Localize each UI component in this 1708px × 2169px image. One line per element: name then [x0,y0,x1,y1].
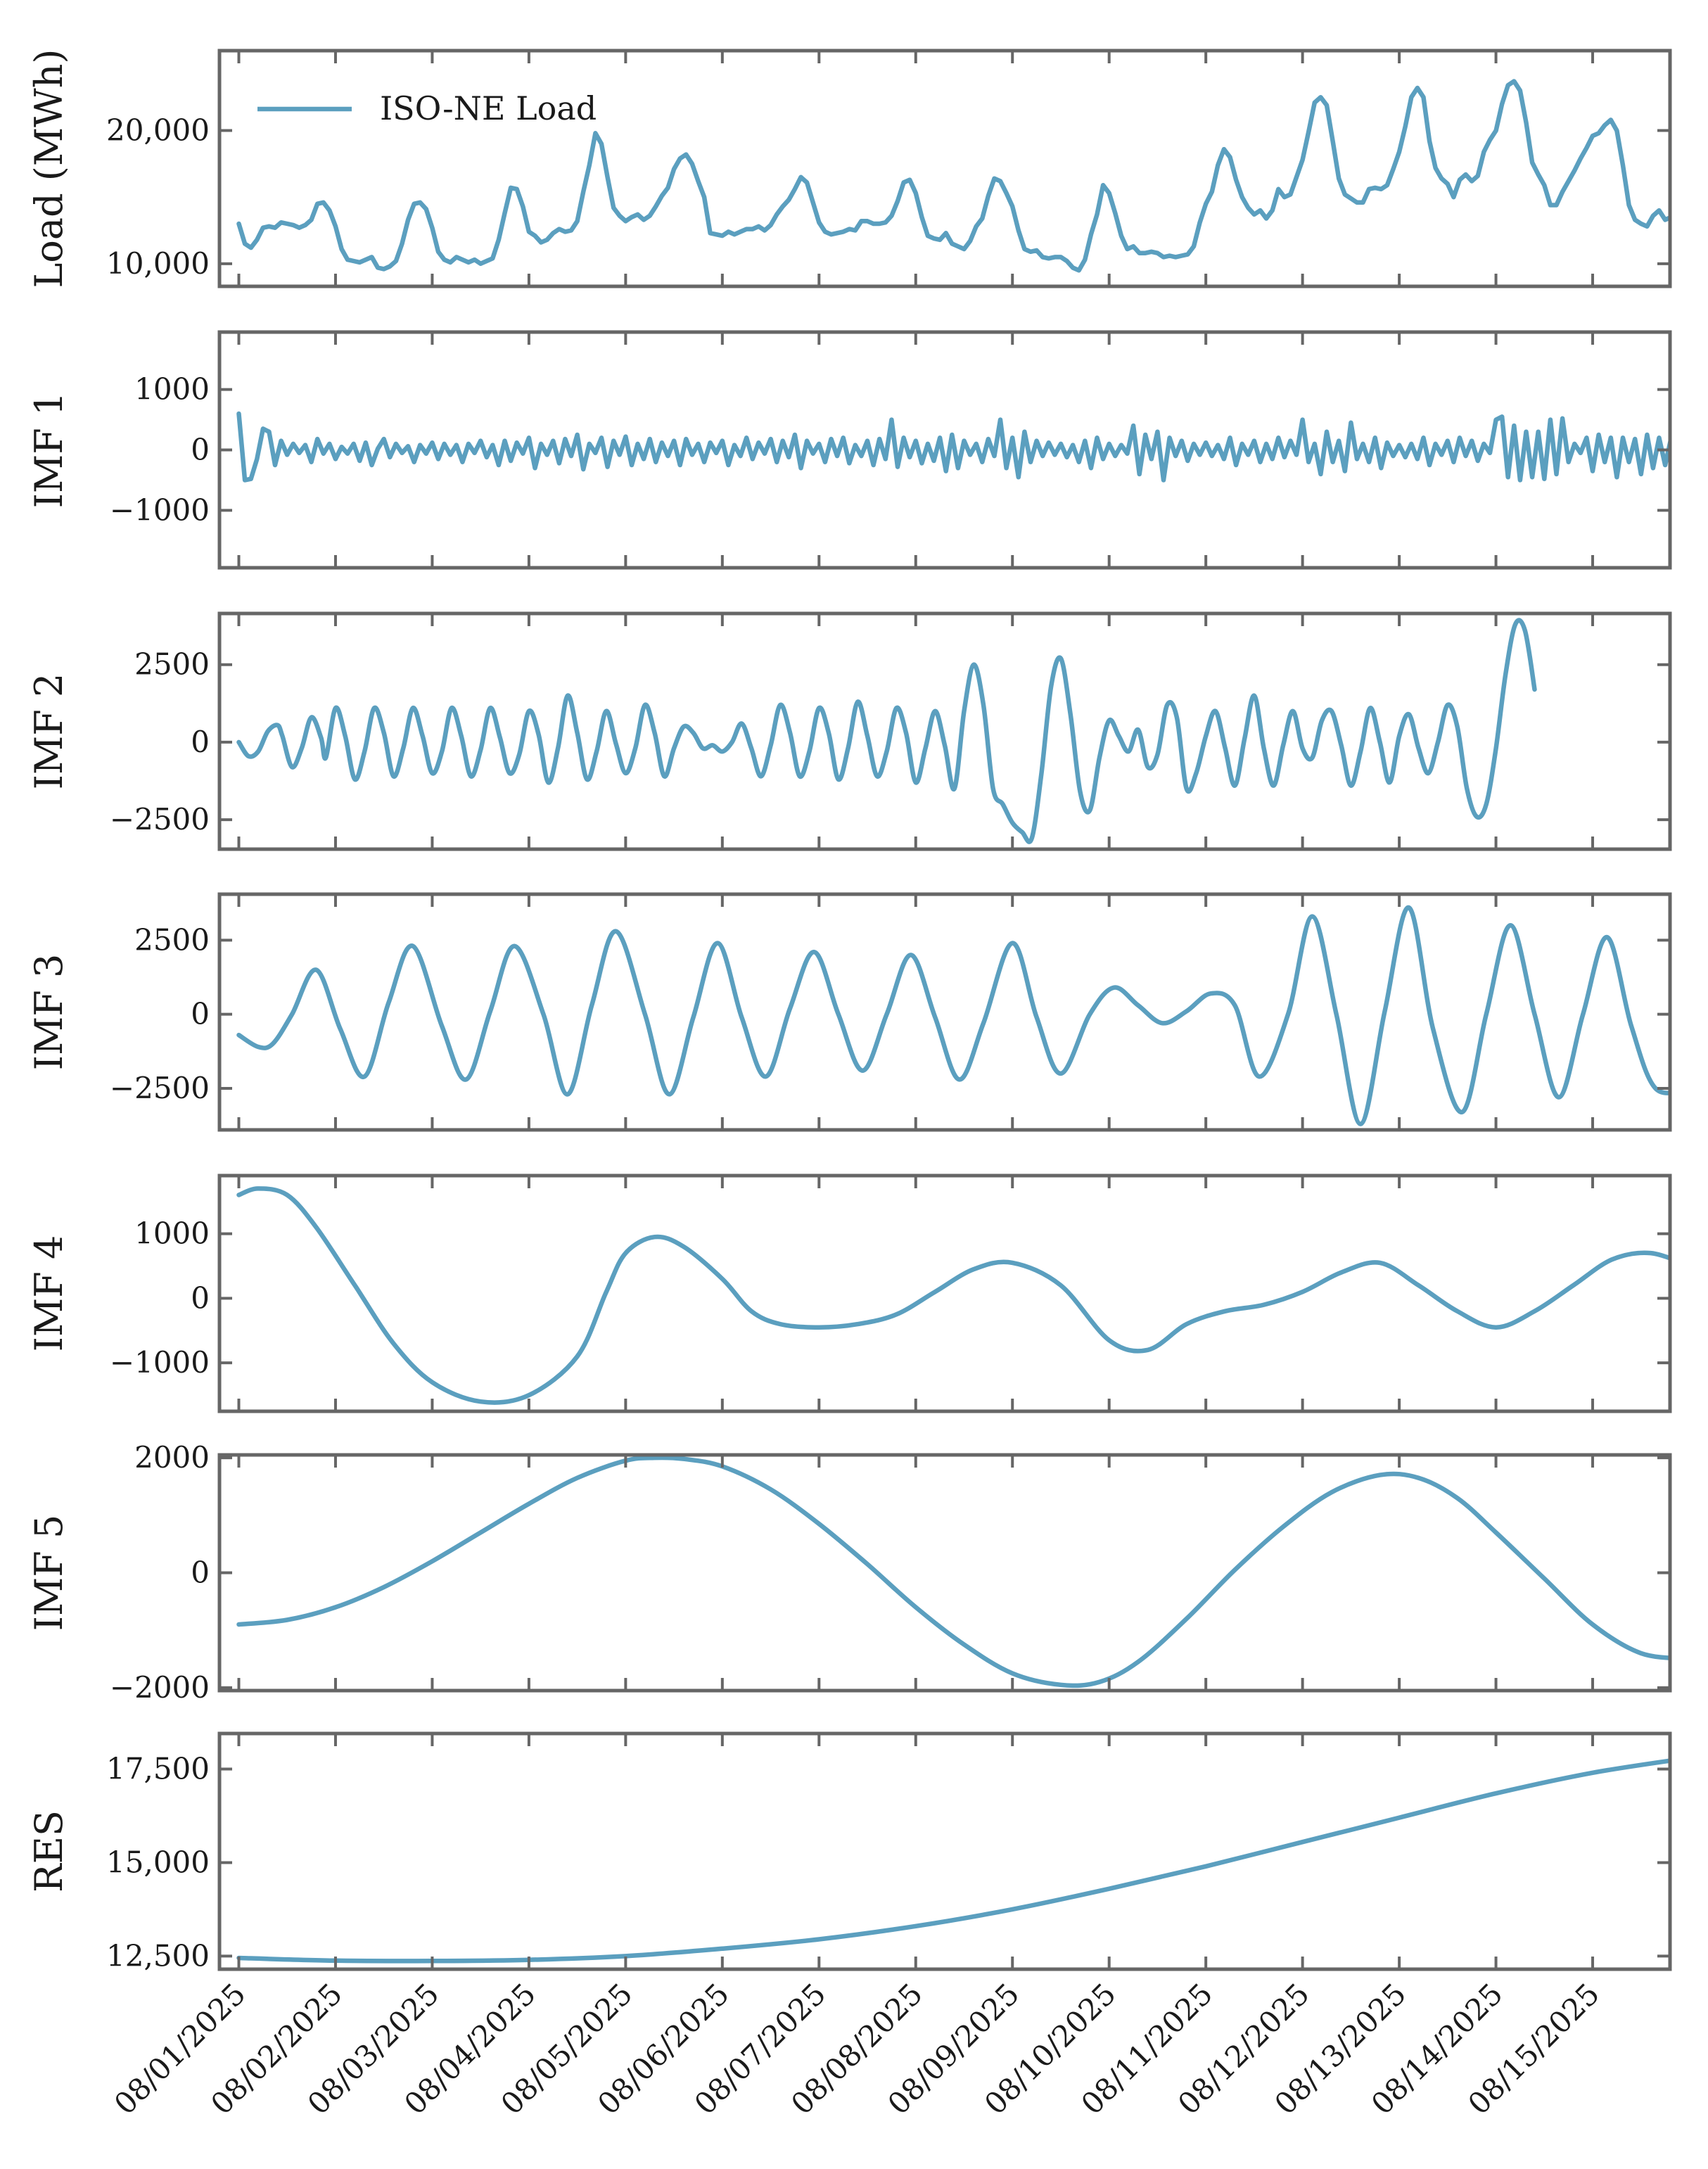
panel-frame [217,1731,1672,1971]
panel-5: −1000 0 1000 IMF 4 [27,1173,1672,1413]
panel-frame [217,611,1672,851]
series-line-panel-4 [236,905,1670,1126]
panel-6: −2000 0 2000 IMF 5 [27,1440,1672,1705]
series-line-panel-1 [236,79,1670,273]
y-tick-label: 0 [191,725,210,759]
y-axis-label: IMF 3 [27,954,71,1071]
y-tick-label: 12,500 [106,1938,210,1973]
y-tick-label: 0 [191,1280,210,1315]
y-axis-label: IMF 5 [27,1515,71,1631]
y-axis-label: IMF 2 [27,673,71,790]
panel-frame [217,892,1672,1132]
y-axis-label: RES [27,1810,71,1893]
panel-frame [217,1173,1672,1413]
legend-label: ISO-NE Load [380,89,597,127]
legend: ISO-NE Load [257,89,597,127]
y-tick-label: 0 [191,1556,210,1590]
y-axis-label: IMF 4 [27,1235,71,1352]
y-tick-label: 2500 [134,922,210,957]
y-tick-label: −1000 [110,1345,210,1380]
series-line-panel-2 [236,411,1670,483]
series-line-panel-6 [236,1455,1670,1688]
panel-frame [217,49,1672,288]
series-line-panel-7 [236,1758,1670,1964]
y-tick-label: 0 [191,997,210,1031]
panel-1: 10,000 20,000 Load (MWh) ISO-NE Load [27,49,1672,288]
y-tick-label: −2500 [110,1071,210,1105]
panel-7: 12,500 15,000 17,500 RES [27,1731,1672,1973]
y-tick-label: −2500 [110,802,210,837]
series-line-panel-5 [236,1186,1670,1405]
y-tick-label: −1000 [110,492,210,527]
panel-4: −2500 0 2500 IMF 3 [27,892,1672,1132]
series-line-panel-3 [236,618,1537,844]
panel-3: −2500 0 2500 IMF 2 [27,611,1672,851]
y-tick-label: 0 [191,433,210,467]
y-tick-label: 1000 [134,1216,210,1251]
y-tick-label: −2000 [110,1670,210,1705]
y-tick-label: 2000 [134,1440,210,1475]
y-tick-label: 20,000 [106,113,210,148]
y-tick-label: 10,000 [106,246,210,281]
y-tick-label: 15,000 [106,1845,210,1879]
y-axis-label: IMF 1 [27,392,71,509]
y-axis-label: Load (MWh) [27,49,71,288]
y-tick-label: 2500 [134,647,210,682]
chart-panels: 10,000 20,000 Load (MWh) ISO-NE Load −1000 0 1… [27,49,1672,1973]
y-tick-label: 1000 [134,372,210,407]
y-tick-label: 17,500 [106,1752,210,1786]
panel-2: −1000 0 1000 IMF 1 [27,330,1672,570]
